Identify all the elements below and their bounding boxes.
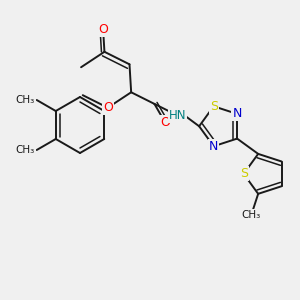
- Text: CH₃: CH₃: [242, 210, 261, 220]
- Text: N: N: [232, 107, 242, 120]
- Text: S: S: [210, 100, 218, 113]
- Text: O: O: [103, 101, 113, 114]
- Text: HN: HN: [169, 109, 186, 122]
- Text: O: O: [98, 23, 108, 36]
- Text: CH₃: CH₃: [15, 145, 35, 155]
- Text: N: N: [209, 140, 218, 153]
- Text: O: O: [160, 116, 170, 130]
- Text: CH₃: CH₃: [15, 95, 35, 105]
- Text: S: S: [240, 167, 248, 180]
